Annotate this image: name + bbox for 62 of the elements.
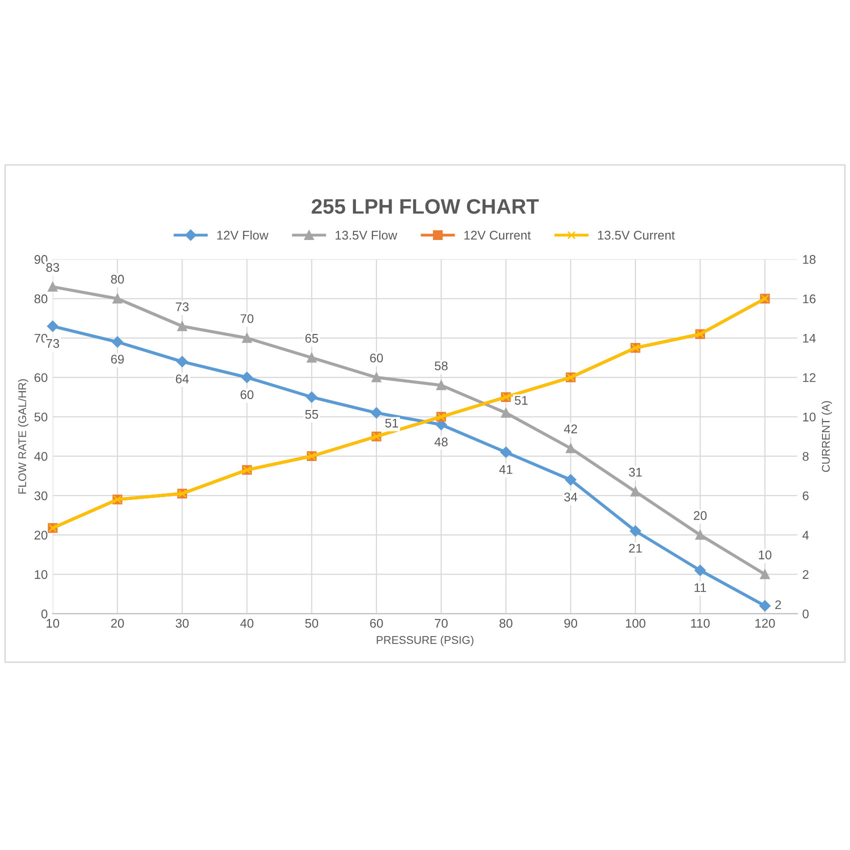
- y2-tick-label: 0: [802, 610, 809, 618]
- y-tick-label: 0: [41, 610, 48, 618]
- data-label: 31: [628, 468, 642, 477]
- data-label: 58: [434, 361, 448, 370]
- y-tick-label: 80: [34, 294, 48, 304]
- y-tick-label: 20: [34, 530, 48, 540]
- data-label: 70: [240, 314, 254, 324]
- legend-label: 13.5V Current: [598, 230, 675, 240]
- chart-title: 255 LPH FLOW CHART: [312, 199, 539, 214]
- data-label: 69: [111, 354, 124, 364]
- x-tick-label: 90: [564, 618, 578, 628]
- x-tick-label: 80: [500, 618, 512, 628]
- y-tick-label: 50: [34, 412, 48, 422]
- data-label: 73: [176, 302, 189, 312]
- data-label: 60: [240, 390, 254, 400]
- x-tick-label: 70: [434, 618, 448, 628]
- data-label: 48: [434, 437, 448, 446]
- data-label: 34: [564, 492, 578, 502]
- data-label: 20: [694, 511, 707, 520]
- y2-tick-label: 4: [802, 530, 809, 540]
- data-label: 21: [629, 544, 642, 553]
- y2-tick-label: 8: [802, 452, 809, 461]
- legend-label: 12V Current: [464, 230, 531, 240]
- x-tick-label: 100: [626, 618, 646, 628]
- data-label: 83: [46, 262, 60, 272]
- legend-label: 12V Flow: [217, 230, 268, 240]
- data-label: 51: [514, 396, 528, 405]
- y2-axis-title: CURRENT (A): [822, 401, 832, 472]
- x-tick-label: 10: [46, 618, 60, 628]
- y-tick-label: 40: [34, 452, 48, 461]
- x-tick-label: 30: [176, 618, 189, 628]
- x-tick-label: 40: [240, 618, 254, 628]
- y-tick-label: 10: [34, 570, 48, 579]
- x-tick-label: 60: [370, 618, 383, 628]
- y2-tick-label: 14: [803, 334, 816, 343]
- data-label: 51: [385, 418, 398, 428]
- data-label: 41: [499, 465, 512, 474]
- data-label: 10: [758, 550, 772, 560]
- y2-tick-label: 16: [803, 294, 816, 304]
- x-tick-label: 50: [305, 618, 318, 628]
- y2-tick-label: 10: [803, 412, 816, 422]
- data-label: 60: [370, 354, 383, 362]
- y2-tick-label: 12: [803, 373, 816, 382]
- data-label: 55: [305, 410, 318, 419]
- y2-tick-label: 6: [802, 491, 809, 500]
- data-label: 80: [111, 274, 124, 284]
- data-label: 11: [694, 583, 706, 592]
- x-tick-label: 110: [691, 618, 710, 628]
- y2-tick-label: 2: [802, 570, 808, 579]
- data-label: 65: [305, 334, 318, 343]
- x-tick-label: 120: [755, 618, 775, 628]
- x-axis-title: PRESSURE (PSIG): [376, 636, 474, 646]
- data-label: 73: [46, 339, 60, 348]
- data-label: 64: [176, 374, 189, 384]
- y-axis-title: FLOW RATE (GAL/HR): [18, 379, 28, 494]
- y-tick-label: 30: [34, 491, 48, 500]
- y2-tick-label: 18: [803, 255, 816, 264]
- data-label: 42: [564, 424, 578, 434]
- legend-label: 13.5V Flow: [336, 230, 398, 240]
- x-tick-label: 20: [111, 618, 124, 628]
- y-tick-label: 60: [34, 373, 48, 382]
- data-label: 2: [775, 600, 781, 610]
